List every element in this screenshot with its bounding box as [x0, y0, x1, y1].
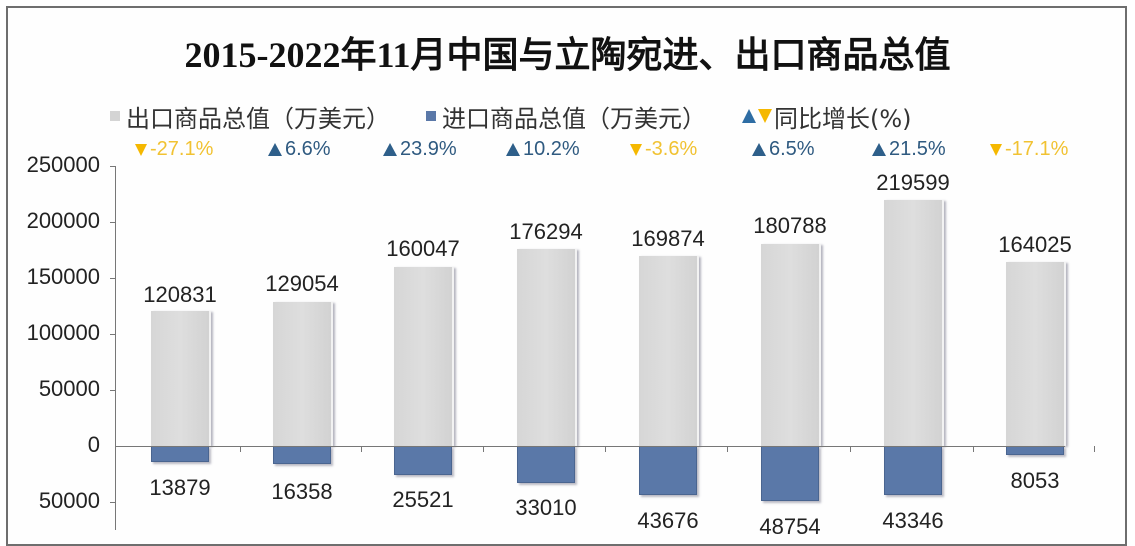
y-tick-mark [110, 278, 116, 279]
y-tick: 200000 [26, 208, 100, 233]
growth-value: 23.9% [400, 138, 457, 160]
y-tick-mark [110, 166, 116, 167]
triangle-up-icon [383, 143, 397, 156]
triangle-up-icon [506, 143, 520, 156]
triangle-up-icon [268, 143, 282, 156]
growth-label: 6.5% [752, 138, 815, 161]
growth-label: 10.2% [506, 138, 580, 161]
growth-label: -17.1% [990, 138, 1068, 161]
x-tick-mark [240, 446, 241, 452]
import-value-label: 43676 [637, 508, 699, 533]
triangle-up-icon [872, 143, 886, 156]
legend: 出口商品总值（万美元） 进口商品总值（万美元） 同比增长(%) [110, 98, 948, 134]
import-bar [639, 446, 697, 495]
export-bar [273, 302, 333, 446]
triangle-down-icon [135, 143, 147, 156]
import-bar [517, 446, 575, 483]
export-value-label: 120831 [143, 282, 217, 307]
export-bar [517, 249, 577, 446]
import-bar [151, 446, 209, 462]
import-bar [394, 446, 452, 475]
x-tick-mark [361, 446, 362, 452]
y-tick: 250000 [26, 152, 100, 177]
import-swatch-icon [426, 111, 436, 121]
x-tick-mark [850, 446, 851, 452]
import-bar [1006, 446, 1064, 455]
import-bar [884, 446, 942, 495]
triangle-down-icon [990, 143, 1002, 156]
export-value-label: 164025 [998, 232, 1072, 257]
growth-value: 6.6% [285, 138, 331, 160]
export-value-label: 219599 [876, 170, 950, 195]
export-bar [151, 311, 211, 446]
export-bar [761, 244, 821, 446]
growth-label: -3.6% [630, 138, 697, 161]
export-value-label: 129054 [265, 271, 339, 296]
growth-value: -27.1% [150, 138, 214, 160]
growth-label: 6.6% [268, 138, 331, 161]
growth-value: 10.2% [523, 138, 580, 160]
x-tick-mark [605, 446, 606, 452]
x-tick-mark [483, 446, 484, 452]
x-tick-mark [727, 446, 728, 452]
legend-growth-label: 同比增长(%) [774, 104, 912, 133]
y-tick-mark [110, 334, 116, 335]
y-axis [115, 166, 116, 530]
growth-label: 21.5% [872, 138, 946, 161]
y-tick: 0 [87, 432, 100, 457]
import-value-label: 25521 [392, 487, 454, 512]
export-bar [1006, 262, 1066, 446]
triangle-up-icon [742, 109, 756, 123]
import-value-label: 13879 [149, 475, 211, 500]
y-tick-mark [110, 502, 116, 503]
growth-value: 21.5% [889, 138, 946, 160]
y-tick: 50000 [38, 488, 100, 513]
growth-value: -3.6% [645, 138, 698, 160]
chart-title: 2015-2022年11月中国与立陶宛进、出口商品总值 [184, 35, 951, 75]
export-swatch-icon [110, 111, 120, 121]
export-bar [639, 256, 699, 446]
export-value-label: 180788 [753, 213, 827, 238]
triangle-down-icon [758, 109, 772, 123]
export-bar [394, 267, 454, 446]
legend-item-growth: 同比增长(%) [742, 99, 912, 134]
growth-row: -27.1% 6.6% 23.9% 10.2% -3.6% 6.5% 21.5%… [0, 138, 1135, 164]
x-axis-baseline [115, 446, 1065, 447]
import-bar [761, 446, 819, 501]
y-tick: 50000 [38, 376, 100, 401]
triangle-down-icon [630, 143, 642, 156]
growth-value: 6.5% [769, 138, 815, 160]
growth-label: 23.9% [383, 138, 457, 161]
growth-label: -27.1% [135, 138, 213, 161]
export-bar [884, 200, 944, 446]
import-value-label: 16358 [271, 479, 333, 504]
legend-item-import: 进口商品总值（万美元） [426, 99, 706, 134]
legend-import-label: 进口商品总值（万美元） [442, 104, 706, 133]
export-value-label: 160047 [386, 236, 460, 261]
import-value-label: 33010 [515, 495, 577, 520]
y-tick-mark [110, 222, 116, 223]
y-tick-mark [110, 390, 116, 391]
y-tick: 150000 [26, 264, 100, 289]
import-value-label: 48754 [759, 514, 821, 539]
y-tick: 100000 [26, 320, 100, 345]
import-value-label: 8053 [1010, 468, 1060, 493]
import-bar [273, 446, 331, 464]
legend-item-export: 出口商品总值（万美元） [110, 99, 390, 134]
export-value-label: 176294 [509, 219, 583, 244]
x-tick-mark [1094, 446, 1095, 452]
import-value-label: 43346 [882, 508, 944, 533]
export-value-label: 169874 [631, 226, 705, 251]
growth-value: -17.1% [1005, 138, 1069, 160]
x-tick-mark [973, 446, 974, 452]
triangle-up-icon [752, 143, 766, 156]
legend-export-label: 出口商品总值（万美元） [126, 104, 390, 133]
